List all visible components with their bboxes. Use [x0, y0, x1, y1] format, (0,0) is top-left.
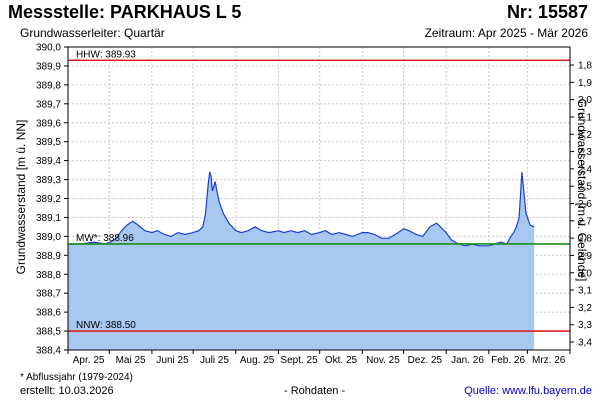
- y-tick-label: 388,9: [36, 251, 61, 262]
- right-tick-label: 2,9: [578, 251, 592, 262]
- right-tick-label: 2,1: [578, 112, 592, 123]
- x-tick-label: Aug. 25: [240, 355, 275, 366]
- x-tick-label: Juli 25: [200, 355, 229, 366]
- period-label: Zeitraum: Apr 2025 - Mär 2026: [424, 26, 588, 40]
- y-axis-title-left: Grundwasserstand [m ü. NN]: [14, 120, 28, 275]
- x-tick-label: Mrz. 26: [532, 355, 566, 366]
- y-tick-label: 388,8: [36, 270, 61, 281]
- right-tick-label: 3,1: [578, 286, 592, 297]
- x-tick-label: Nov. 25: [366, 355, 400, 366]
- y-tick-label: 389,7: [36, 99, 61, 110]
- right-tick-label: 3,2: [578, 303, 592, 314]
- y-axis-title-right: Grundwasserstand [m u. Gelände]: [575, 99, 589, 282]
- right-tick-label: 1,8: [578, 61, 592, 72]
- created-date: erstellt: 10.03.2026: [20, 385, 114, 397]
- right-tick-label: 2,6: [578, 199, 592, 210]
- right-tick-label: 2,2: [578, 130, 592, 141]
- right-tick-label: 2,4: [578, 164, 592, 175]
- right-tick-label: 3,4: [578, 338, 592, 349]
- y-tick-label: 389,4: [36, 156, 61, 167]
- right-tick-label: 2,3: [578, 147, 592, 158]
- y-tick-label: 388,5: [36, 327, 61, 338]
- reference-label: MW*: 388.96: [76, 233, 134, 244]
- y-tick-label: 389,8: [36, 80, 61, 91]
- y-tick-label: 389,9: [36, 61, 61, 72]
- right-tick-label: 2,0: [578, 95, 592, 106]
- y-tick-label: 388,4: [36, 346, 61, 357]
- x-tick-label: Sept. 25: [280, 355, 318, 366]
- x-tick-label: Jan. 26: [451, 355, 484, 366]
- y-tick-label: 389,3: [36, 175, 61, 186]
- aquifer-label: Grundwasserleiter: Quartär: [20, 26, 165, 40]
- x-tick-label: Feb. 26: [491, 355, 525, 366]
- y-tick-label: 390,0: [36, 43, 61, 54]
- station-number: Nr: 15587: [506, 2, 588, 22]
- y-tick-label: 389,1: [36, 213, 61, 224]
- reference-lines: HHW: 389.93 MW*: 388.96 NNW: 388.50: [68, 49, 570, 332]
- axis-ticks: 390,0 389,9 389,8 389,7 389,6 389,5 389,4 389,3…: [36, 43, 592, 367]
- y-tick-label: 389,0: [36, 232, 61, 243]
- right-tick-label: 2,5: [578, 182, 592, 193]
- y-tick-label: 389,2: [36, 194, 61, 205]
- right-tick-label: 1,9: [578, 78, 592, 89]
- x-tick-label: Dez. 25: [408, 355, 443, 366]
- water-level-area: [68, 172, 535, 350]
- x-tick-label: Mai 25: [116, 355, 146, 366]
- x-tick-label: Apr. 25: [73, 355, 105, 366]
- right-tick-label: 3,3: [578, 320, 592, 331]
- reference-label: HHW: 389.93: [76, 49, 136, 60]
- y-tick-label: 388,6: [36, 308, 61, 319]
- station-title: Messstelle: PARKHAUS L 5: [8, 2, 242, 22]
- footnote: * Abflussjahr (1979-2024): [20, 372, 133, 383]
- reference-label: NNW: 388.50: [76, 320, 136, 331]
- right-tick-label: 2,8: [578, 234, 592, 245]
- source-link[interactable]: Quelle: www.lfu.bayern.de: [464, 385, 592, 397]
- x-tick-label: Okt. 25: [325, 355, 358, 366]
- right-tick-label: 3,0: [578, 268, 592, 279]
- y-tick-label: 389,5: [36, 137, 61, 148]
- y-tick-label: 389,6: [36, 118, 61, 129]
- raw-data-note: - Rohdaten -: [284, 385, 346, 397]
- right-tick-label: 2,7: [578, 216, 592, 227]
- y-tick-label: 388,7: [36, 289, 61, 300]
- x-tick-label: Juni 25: [156, 355, 189, 366]
